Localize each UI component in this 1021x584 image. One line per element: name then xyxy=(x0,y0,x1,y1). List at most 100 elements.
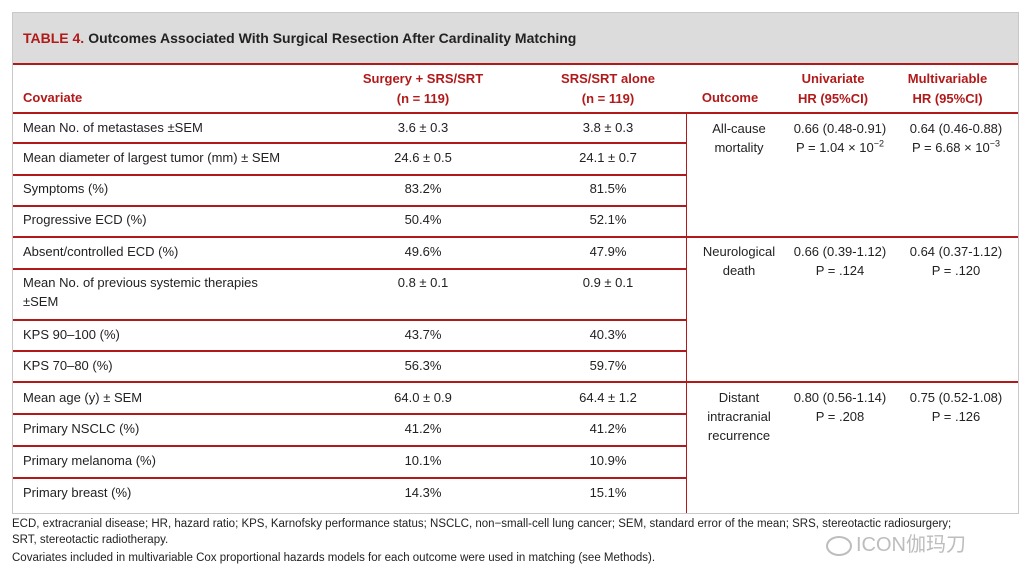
header-alone-n: (n = 119) xyxy=(581,91,635,106)
header-covariate: Covariate xyxy=(23,90,83,105)
header-multivariable: Multivariable HR (95%CI) xyxy=(885,69,1010,109)
table-title: TABLE 4. Outcomes Associated With Surgica… xyxy=(23,30,576,46)
p-exponent: −3 xyxy=(989,138,1001,149)
row-rule xyxy=(13,319,686,321)
outcome-name: Neurological death xyxy=(689,242,789,280)
covariate-cell: Primary melanoma (%) xyxy=(23,453,156,468)
outcome-line: recurrence xyxy=(707,428,771,443)
outcome-line: intracranial xyxy=(707,409,771,424)
alone-cell: 40.3% xyxy=(589,327,627,342)
p-value: P = .126 xyxy=(931,409,981,424)
row-rule xyxy=(13,477,686,479)
table-label: TABLE 4. xyxy=(23,30,85,46)
covariate-cell: KPS 70–80 (%) xyxy=(23,358,113,373)
header-alone-line1: SRS/SRT alone xyxy=(561,71,655,86)
surgery-cell: 41.2% xyxy=(404,421,442,436)
hr-value: 0.64 (0.46-0.88) xyxy=(909,121,1003,136)
surgery-cell: 24.6 ± 0.5 xyxy=(394,150,452,165)
alone-cell: 64.4 ± 1.2 xyxy=(579,390,637,405)
p-value: P = .208 xyxy=(815,409,865,424)
covariate-cell: Mean age (y) ± SEM xyxy=(23,390,143,405)
surgery-cell: 43.7% xyxy=(404,327,442,342)
alone-cell: 41.2% xyxy=(589,421,627,436)
p-base: P = 6.68 × 10 xyxy=(911,140,990,155)
footnote-covariates: Covariates included in multivariable Cox… xyxy=(12,552,656,564)
univariate-hr: 0.66 (0.39-1.12) P = .124 xyxy=(781,242,899,280)
p-value: P = 1.04 × 10−2 xyxy=(781,138,899,157)
outcome-divider xyxy=(686,112,687,513)
hr-value: 0.75 (0.52-1.08) xyxy=(909,390,1003,405)
row-rule xyxy=(13,268,686,270)
p-value: P = .124 xyxy=(815,263,865,278)
surgery-cell: 0.8 ± 0.1 xyxy=(397,275,449,290)
p-exponent: −2 xyxy=(873,138,885,149)
univariate-hr: 0.80 (0.56-1.14) P = .208 xyxy=(781,388,899,426)
footnote-abbreviations: ECD, extracranial disease; HR, hazard ra… xyxy=(12,518,952,530)
row-rule xyxy=(13,350,686,352)
outcome-line: Neurological xyxy=(702,244,776,259)
header-rule xyxy=(13,112,1018,114)
row-rule xyxy=(13,205,686,207)
watermark-text: ICON伽玛刀 xyxy=(856,534,966,556)
wechat-icon xyxy=(826,535,852,556)
covariate-cell: Symptoms (%) xyxy=(23,181,109,196)
covariate-line2: ±SEM xyxy=(23,294,59,309)
multivariable-hr: 0.75 (0.52-1.08) P = .126 xyxy=(897,388,1015,426)
alone-cell: 47.9% xyxy=(589,244,627,259)
surgery-cell: 56.3% xyxy=(404,358,442,373)
univariate-hr: 0.66 (0.48-0.91) P = 1.04 × 10−2 xyxy=(781,119,899,157)
header-surgery-n: (n = 119) xyxy=(396,91,450,106)
alone-cell: 81.5% xyxy=(589,181,627,196)
surgery-cell: 83.2% xyxy=(404,181,442,196)
outcome-name: All-cause mortality xyxy=(689,119,789,157)
row-rule xyxy=(13,142,686,144)
surgery-cell: 14.3% xyxy=(404,485,442,500)
multivariable-hr: 0.64 (0.46-0.88) P = 6.68 × 10−3 xyxy=(897,119,1015,157)
header-surgery: Surgery + SRS/SRT (n = 119) xyxy=(323,69,523,109)
multivariable-hr: 0.64 (0.37-1.12) P = .120 xyxy=(897,242,1015,280)
p-value: P = 6.68 × 10−3 xyxy=(897,138,1015,157)
header-univariate-line1: Univariate xyxy=(801,71,865,86)
outcome-line: death xyxy=(722,263,756,278)
footnote-srt: SRT, stereotactic radiotherapy. xyxy=(12,534,169,546)
covariate-cell: Absent/controlled ECD (%) xyxy=(23,244,179,259)
header-multivariable-line1: Multivariable xyxy=(907,71,988,86)
surgery-cell: 50.4% xyxy=(404,212,442,227)
row-rule xyxy=(13,413,686,415)
table-title-text: Outcomes Associated With Surgical Resect… xyxy=(88,30,577,46)
group-rule xyxy=(13,236,1018,238)
outcome-line: mortality xyxy=(714,140,764,155)
header-alone: SRS/SRT alone (n = 119) xyxy=(503,69,713,109)
covariate-cell: Primary NSCLC (%) xyxy=(23,421,140,436)
alone-cell: 24.1 ± 0.7 xyxy=(579,150,637,165)
covariate-cell: Primary breast (%) xyxy=(23,485,132,500)
hr-value: 0.66 (0.48-0.91) xyxy=(793,121,887,136)
surgery-cell: 64.0 ± 0.9 xyxy=(394,390,452,405)
surgery-cell: 49.6% xyxy=(404,244,442,259)
hr-value: 0.64 (0.37-1.12) xyxy=(909,244,1003,259)
outcome-line: All-cause xyxy=(712,121,766,136)
row-rule xyxy=(13,174,686,176)
p-value: P = .120 xyxy=(931,263,981,278)
outcome-line: Distant xyxy=(718,390,760,405)
covariate-cell: KPS 90–100 (%) xyxy=(23,327,120,342)
outcome-name: Distant intracranial recurrence xyxy=(689,388,789,445)
alone-cell: 52.1% xyxy=(589,212,627,227)
header-surgery-line1: Surgery + SRS/SRT xyxy=(362,71,484,86)
table-frame: TABLE 4. Outcomes Associated With Surgica… xyxy=(12,12,1019,514)
covariate-cell: Mean No. of previous systemic therapies … xyxy=(23,273,258,311)
alone-cell: 15.1% xyxy=(589,485,627,500)
alone-cell: 59.7% xyxy=(589,358,627,373)
covariate-cell: Mean diameter of largest tumor (mm) ± SE… xyxy=(23,150,281,165)
surgery-cell: 10.1% xyxy=(404,453,442,468)
alone-cell: 10.9% xyxy=(589,453,627,468)
covariate-cell: Progressive ECD (%) xyxy=(23,212,147,227)
covariate-cell: Mean No. of metastases ±SEM xyxy=(23,120,203,135)
surgery-cell: 3.6 ± 0.3 xyxy=(397,120,449,135)
header-multivariable-line2: HR (95%CI) xyxy=(912,91,983,106)
hr-value: 0.80 (0.56-1.14) xyxy=(793,390,887,405)
covariate-line1: Mean No. of previous systemic therapies xyxy=(23,275,258,290)
table-title-bar: TABLE 4. Outcomes Associated With Surgica… xyxy=(13,13,1018,65)
header-univariate-line2: HR (95%CI) xyxy=(797,91,869,106)
alone-cell: 3.8 ± 0.3 xyxy=(582,120,634,135)
